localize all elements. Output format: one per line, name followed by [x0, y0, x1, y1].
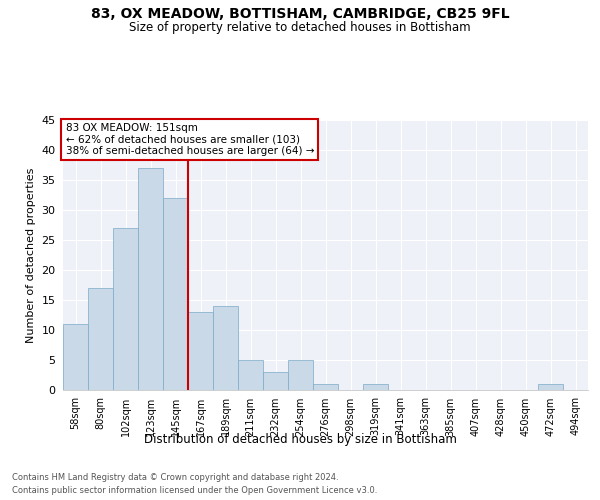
Bar	[538, 384, 563, 390]
Bar	[313, 384, 338, 390]
Bar	[213, 306, 238, 390]
Text: 83 OX MEADOW: 151sqm
← 62% of detached houses are smaller (103)
38% of semi-deta: 83 OX MEADOW: 151sqm ← 62% of detached h…	[65, 122, 314, 156]
Bar	[138, 168, 163, 390]
Bar	[188, 312, 213, 390]
Bar	[363, 384, 388, 390]
Bar	[263, 372, 288, 390]
Bar	[88, 288, 113, 390]
Y-axis label: Number of detached properties: Number of detached properties	[26, 168, 35, 342]
Text: Distribution of detached houses by size in Bottisham: Distribution of detached houses by size …	[143, 432, 457, 446]
Bar	[63, 324, 88, 390]
Text: Size of property relative to detached houses in Bottisham: Size of property relative to detached ho…	[129, 21, 471, 34]
Text: Contains public sector information licensed under the Open Government Licence v3: Contains public sector information licen…	[12, 486, 377, 495]
Bar	[288, 360, 313, 390]
Bar	[163, 198, 188, 390]
Bar	[113, 228, 138, 390]
Text: 83, OX MEADOW, BOTTISHAM, CAMBRIDGE, CB25 9FL: 83, OX MEADOW, BOTTISHAM, CAMBRIDGE, CB2…	[91, 8, 509, 22]
Text: Contains HM Land Registry data © Crown copyright and database right 2024.: Contains HM Land Registry data © Crown c…	[12, 472, 338, 482]
Bar	[238, 360, 263, 390]
